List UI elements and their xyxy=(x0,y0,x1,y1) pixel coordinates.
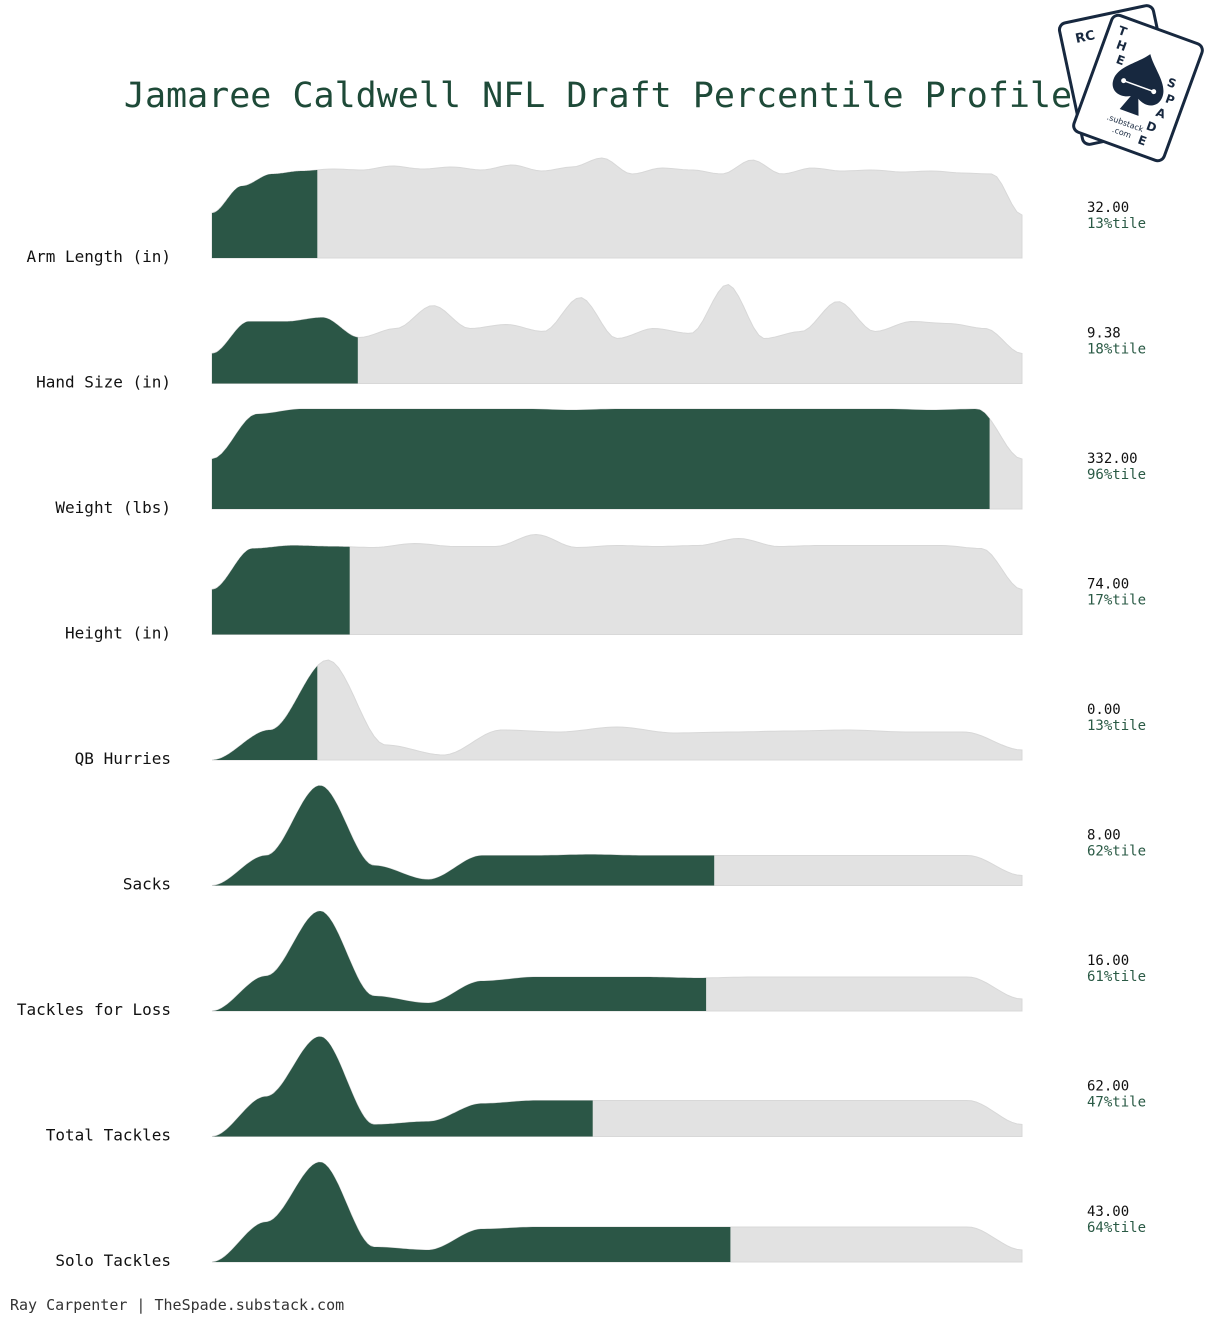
density-area-percentile-fill xyxy=(212,1036,593,1137)
row-percentile: 96%tile xyxy=(1087,467,1146,483)
density-area-percentile-fill xyxy=(212,409,990,509)
row-percentile: 61%tile xyxy=(1087,969,1146,985)
row-value: 16.00 xyxy=(1087,953,1129,969)
row-value: 8.00 xyxy=(1087,828,1121,844)
density-area-percentile-fill xyxy=(212,1162,731,1262)
logo-letter: D xyxy=(1144,119,1158,136)
row-percentile: 13%tile xyxy=(1087,718,1146,734)
logo-letter: H xyxy=(1114,37,1128,54)
row-label: QB Hurries xyxy=(75,749,171,768)
row-label: Arm Length (in) xyxy=(27,247,172,266)
row-percentile: 47%tile xyxy=(1087,1095,1146,1111)
density-area-background xyxy=(211,284,1023,384)
spade-icon xyxy=(1112,54,1164,116)
density-area-background xyxy=(211,659,1023,761)
row-label: Solo Tackles xyxy=(55,1251,171,1270)
row-label: Weight (lbs) xyxy=(55,498,171,517)
row-value: 332.00 xyxy=(1087,451,1138,467)
row-value: 9.38 xyxy=(1087,326,1121,342)
row-value: 43.00 xyxy=(1087,1204,1129,1220)
row-label: Sacks xyxy=(123,875,171,894)
row-label: Tackles for Loss xyxy=(17,1000,171,1019)
row-percentile: 17%tile xyxy=(1087,593,1146,609)
row-label: Height (in) xyxy=(65,624,171,643)
row-percentile: 13%tile xyxy=(1087,216,1146,232)
density-area-percentile-fill xyxy=(212,545,350,635)
density-area-percentile-fill xyxy=(212,911,707,1011)
density-area-percentile-fill xyxy=(212,785,715,886)
density-area-background xyxy=(211,1036,1023,1137)
row-percentile: 64%tile xyxy=(1087,1220,1146,1236)
row-value: 62.00 xyxy=(1087,1079,1129,1095)
row-percentile: 62%tile xyxy=(1087,844,1146,860)
density-area-percentile-fill xyxy=(212,170,318,258)
logo-back-card-text: RC xyxy=(1074,28,1096,47)
row-label: Hand Size (in) xyxy=(36,373,171,392)
chart-title: Jamaree Caldwell NFL Draft Percentile Pr… xyxy=(124,76,1072,116)
row-value: 74.00 xyxy=(1087,577,1129,593)
row-value: 32.00 xyxy=(1087,200,1129,216)
row-label: Total Tackles xyxy=(46,1126,171,1145)
row-value: 0.00 xyxy=(1087,702,1121,718)
density-area-background xyxy=(211,157,1023,259)
row-percentile: 18%tile xyxy=(1087,342,1146,358)
density-area-percentile-fill xyxy=(212,666,318,760)
credit-line: Ray Carpenter | TheSpade.substack.com xyxy=(10,1296,344,1314)
density-area-background xyxy=(211,785,1023,886)
density-area-percentile-fill xyxy=(212,317,358,384)
